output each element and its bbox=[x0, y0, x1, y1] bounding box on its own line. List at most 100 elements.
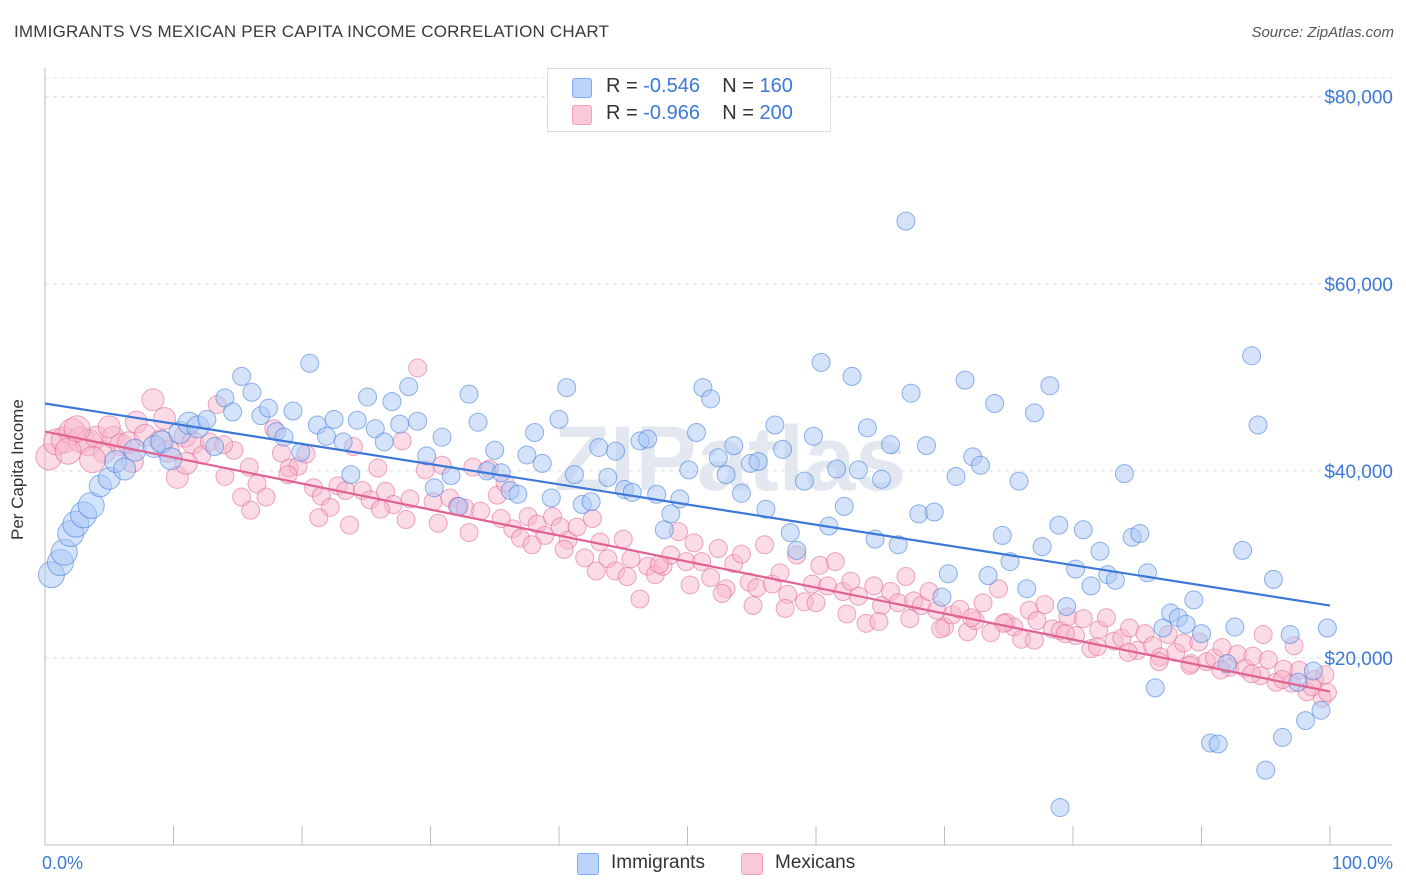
r-value: -0.546 bbox=[643, 75, 700, 97]
mexicans-point bbox=[712, 583, 732, 603]
r-value: -0.966 bbox=[643, 102, 700, 124]
mexicans-point bbox=[1035, 595, 1055, 615]
immigrants-point bbox=[896, 211, 916, 231]
mexicans-point bbox=[567, 517, 587, 537]
n-value: 200 bbox=[759, 102, 793, 124]
immigrants-point bbox=[324, 409, 344, 429]
immigrants-point bbox=[1248, 415, 1268, 435]
immigrants-point bbox=[748, 452, 768, 471]
immigrants-point bbox=[1032, 537, 1052, 557]
mexicans-point bbox=[459, 523, 479, 543]
mexicans-point bbox=[370, 499, 390, 519]
immigrants-point bbox=[716, 465, 736, 485]
immigrants-point bbox=[606, 441, 626, 461]
immigrants-point bbox=[358, 387, 378, 407]
immigrants-point bbox=[390, 414, 410, 434]
immigrants-point bbox=[449, 496, 469, 516]
immigrants-point bbox=[459, 384, 479, 404]
immigrants-point bbox=[827, 459, 847, 479]
immigrants-point bbox=[724, 436, 744, 456]
mexicans-point bbox=[630, 589, 650, 609]
immigrants-point bbox=[382, 392, 402, 412]
immigrants-point bbox=[1217, 654, 1237, 674]
immigrants-point bbox=[1040, 376, 1060, 396]
immigrants-point bbox=[661, 504, 681, 524]
immigrants-point bbox=[1176, 614, 1196, 634]
mexicans-point bbox=[680, 575, 700, 595]
immigrants-point bbox=[946, 466, 966, 486]
immigrants-point bbox=[532, 453, 552, 473]
mexicans-point bbox=[256, 487, 276, 507]
immigrants-point bbox=[432, 427, 452, 447]
series-layer bbox=[35, 211, 1337, 818]
immigrants-point bbox=[622, 482, 642, 502]
immigrants-point bbox=[1208, 734, 1228, 754]
y-tick-label: $60,000 bbox=[1324, 275, 1393, 296]
r-label: R = bbox=[606, 75, 638, 97]
immigrants-point bbox=[408, 411, 428, 431]
mexicans-point bbox=[232, 487, 252, 507]
mexicans-point bbox=[743, 596, 763, 616]
mexicans-point bbox=[864, 576, 884, 596]
immigrants-point bbox=[541, 488, 561, 508]
immigrants-point bbox=[872, 469, 892, 489]
mexicans-point bbox=[340, 515, 360, 535]
mexicans-point bbox=[900, 609, 920, 629]
immigrants-point bbox=[399, 377, 419, 397]
immigrants-point bbox=[848, 460, 868, 480]
immigrants-point bbox=[765, 415, 785, 435]
immigrants-point bbox=[992, 525, 1012, 545]
x-tick-label: 0.0% bbox=[42, 853, 83, 873]
immigrants-point bbox=[1105, 570, 1125, 590]
mexicans-point bbox=[806, 593, 826, 613]
immigrants-point bbox=[291, 442, 311, 462]
watermark: ZIPatlas bbox=[554, 408, 907, 510]
chart-title: IMMIGRANTS VS MEXICAN PER CAPITA INCOME … bbox=[14, 22, 610, 41]
immigrants-trend-line bbox=[44, 402, 1331, 607]
immigrants-point bbox=[1050, 798, 1070, 818]
immigrants-point bbox=[242, 382, 262, 402]
immigrants-point bbox=[341, 465, 361, 485]
mexicans-point bbox=[97, 415, 121, 439]
immigrants-point bbox=[857, 418, 877, 438]
stats-box: R = -0.546 N = 160 R = -0.966 N = 200 bbox=[547, 68, 831, 132]
mexicans-point bbox=[770, 563, 790, 583]
immigrants-point bbox=[300, 353, 320, 373]
immigrants-point bbox=[491, 463, 511, 483]
series-immigrants bbox=[37, 211, 1337, 818]
immigrants-point bbox=[374, 432, 394, 452]
immigrants-point bbox=[1000, 552, 1020, 572]
mexicans-point bbox=[63, 415, 91, 443]
n-value: 160 bbox=[759, 75, 793, 97]
n-label: N = bbox=[722, 102, 754, 124]
immigrants-point bbox=[654, 520, 674, 540]
immigrants-point bbox=[1303, 661, 1323, 681]
mexicans-point bbox=[522, 535, 542, 555]
mexicans-point bbox=[428, 513, 448, 533]
mexicans-point bbox=[692, 552, 712, 572]
mexicans-point bbox=[1272, 669, 1292, 689]
immigrants-point bbox=[508, 484, 528, 504]
immigrants-point bbox=[924, 502, 944, 522]
immigrants-point bbox=[259, 398, 279, 418]
mexicans-point bbox=[141, 388, 165, 412]
y-tick-labels: $20,000 $40,000 $60,000 $80,000 bbox=[1324, 88, 1393, 670]
immigrants-point bbox=[638, 429, 658, 449]
x-tick-label: 100.0% bbox=[1332, 853, 1393, 873]
mexicans-point bbox=[1253, 625, 1273, 645]
immigrants-point bbox=[1242, 346, 1262, 366]
immigrants-point bbox=[581, 492, 601, 512]
immigrants-point bbox=[985, 394, 1005, 414]
immigrants-point bbox=[780, 523, 800, 543]
legend-swatch-immigrants bbox=[577, 853, 599, 875]
immigrants-point bbox=[1130, 524, 1150, 544]
x-tick-labels: 0.0% 100.0% bbox=[42, 853, 1393, 873]
immigrants-point bbox=[978, 566, 998, 586]
immigrants-point bbox=[1073, 520, 1093, 540]
immigrants-point bbox=[901, 383, 921, 403]
immigrants-point bbox=[1272, 727, 1292, 747]
immigrants-point bbox=[468, 412, 488, 432]
mexicans-point bbox=[586, 561, 606, 581]
immigrants-point bbox=[773, 439, 793, 459]
